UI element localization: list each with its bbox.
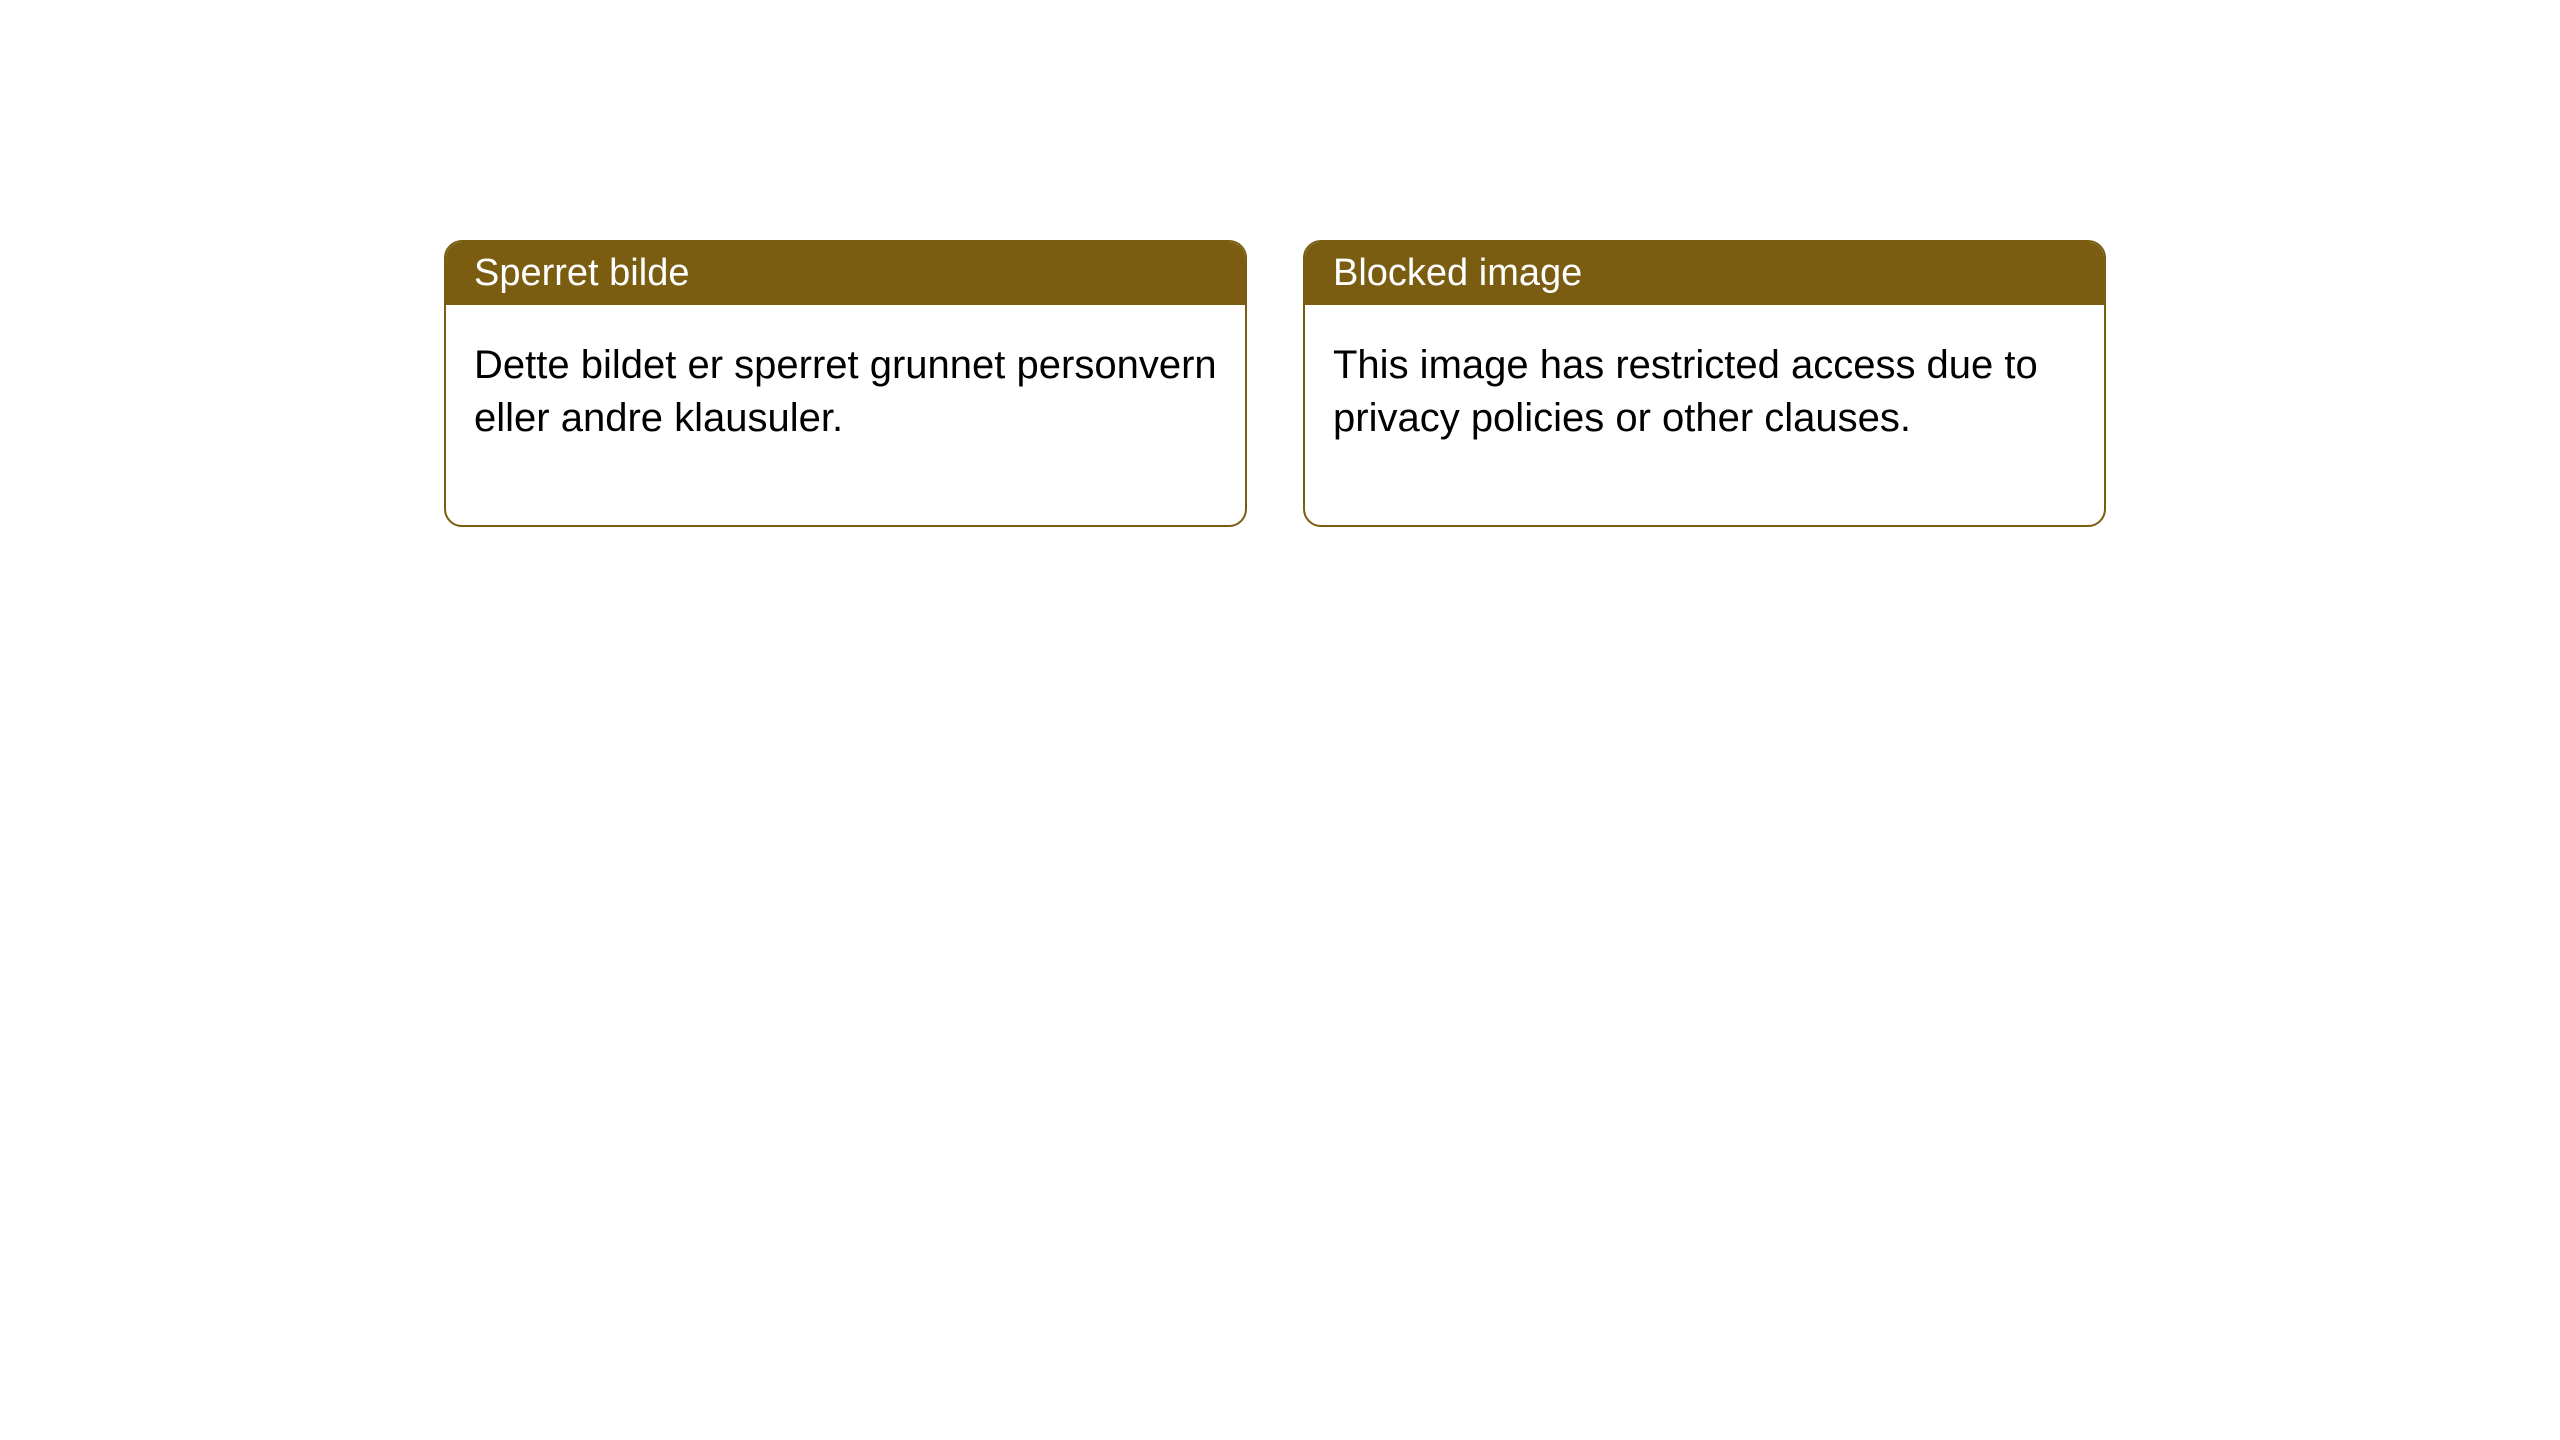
card-header-english: Blocked image (1305, 242, 2104, 305)
card-body-english: This image has restricted access due to … (1305, 305, 2104, 525)
card-header-norwegian: Sperret bilde (446, 242, 1245, 305)
cards-container: Sperret bilde Dette bildet er sperret gr… (444, 240, 2106, 527)
card-norwegian: Sperret bilde Dette bildet er sperret gr… (444, 240, 1247, 527)
card-body-norwegian: Dette bildet er sperret grunnet personve… (446, 305, 1245, 525)
card-english: Blocked image This image has restricted … (1303, 240, 2106, 527)
